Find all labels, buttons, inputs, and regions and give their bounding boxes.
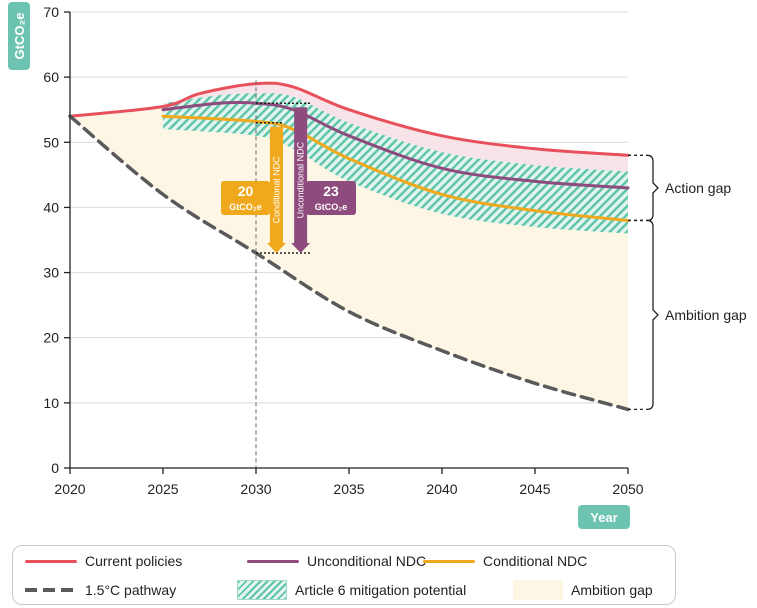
conditional-gap-arrow-label: Conditional NDC — [271, 156, 281, 224]
legend-label: 1.5°C pathway — [85, 582, 177, 598]
conditional-gap-badge — [221, 181, 270, 215]
legend-label: Ambition gap — [571, 582, 653, 598]
x-tick-label: 2045 — [519, 481, 550, 497]
y-tick-label: 10 — [43, 395, 59, 411]
legend-label: Current policies — [85, 553, 183, 569]
legend-item-unconditional-ndc: Unconditional NDC — [247, 550, 426, 572]
ambition-gap-brace — [646, 219, 659, 411]
legend: Current policies Unconditional NDC Condi… — [12, 545, 676, 605]
series-line-1-5-c-pathway — [68, 114, 630, 412]
unconditional-gap-arrow-label: Unconditional NDC — [296, 141, 306, 218]
y-tick-label: 40 — [43, 199, 59, 215]
area-layer — [70, 83, 628, 410]
y-axis-label-pill — [8, 2, 30, 70]
legend-item-conditional-ndc: Conditional NDC — [423, 550, 587, 572]
conditional-gap-value: 20 — [238, 183, 254, 199]
x-axis-label: Year — [590, 510, 617, 525]
action-gap-label: Action gap — [665, 180, 731, 196]
legend-swatch — [513, 580, 563, 600]
unconditional-gap-badge — [306, 181, 356, 215]
legend-item-article-6: Article 6 mitigation potential — [237, 579, 466, 601]
legend-swatch — [247, 559, 299, 563]
legend-label: Conditional NDC — [483, 553, 588, 569]
unconditional-gap-unit: GtCO₂e — [315, 202, 348, 212]
conditional-gap-unit: GtCO₂e — [229, 202, 262, 212]
conditional-gap-arrow — [266, 126, 286, 254]
series-line-conditional-ndc — [161, 114, 630, 222]
legend-swatch — [237, 580, 287, 600]
y-tick-label: 50 — [43, 134, 59, 150]
x-tick-label: 2050 — [612, 481, 643, 497]
action-gap-brace — [646, 154, 659, 222]
y-tick-label: 30 — [43, 265, 59, 281]
legend-swatch — [25, 588, 77, 592]
legend-item-1-5c-pathway: 1.5°C pathway — [25, 579, 176, 601]
series-lines — [68, 81, 630, 412]
x-tick-label: 2030 — [240, 481, 271, 497]
x-tick-label: 2020 — [54, 481, 85, 497]
y-tick-label: 0 — [51, 460, 59, 476]
legend-label: Article 6 mitigation potential — [295, 582, 467, 598]
y-tick-label: 70 — [43, 4, 59, 20]
y-axis-label: GtCO₂e — [12, 13, 27, 60]
unconditional-gap-arrow — [291, 107, 311, 254]
unconditional-gap-value: 23 — [323, 183, 339, 199]
series-line-unconditional-ndc — [161, 100, 630, 190]
y-tick-label: 60 — [43, 69, 59, 85]
legend-item-ambition-gap: Ambition gap — [513, 579, 653, 601]
y-tick-label: 20 — [43, 330, 59, 346]
legend-label: Unconditional NDC — [307, 553, 427, 569]
annotations: Conditional NDC Unconditional NDC 20 GtCO₂e… — [221, 80, 747, 468]
legend-swatch — [423, 559, 475, 563]
legend-item-current-policies: Current policies — [25, 550, 182, 572]
legend-swatch — [25, 559, 77, 563]
x-tick-label: 2040 — [426, 481, 457, 497]
emissions-chart: Conditional NDC Unconditional NDC 20 GtCO₂e… — [8, 2, 747, 529]
ambition-gap-label: Ambition gap — [665, 307, 747, 323]
series-line-current-policies — [68, 81, 630, 157]
x-axis-label-pill — [578, 505, 630, 529]
current-vs-ndc-area — [163, 83, 628, 188]
x-tick-label: 2025 — [147, 481, 178, 497]
x-tick-label: 2035 — [333, 481, 364, 497]
